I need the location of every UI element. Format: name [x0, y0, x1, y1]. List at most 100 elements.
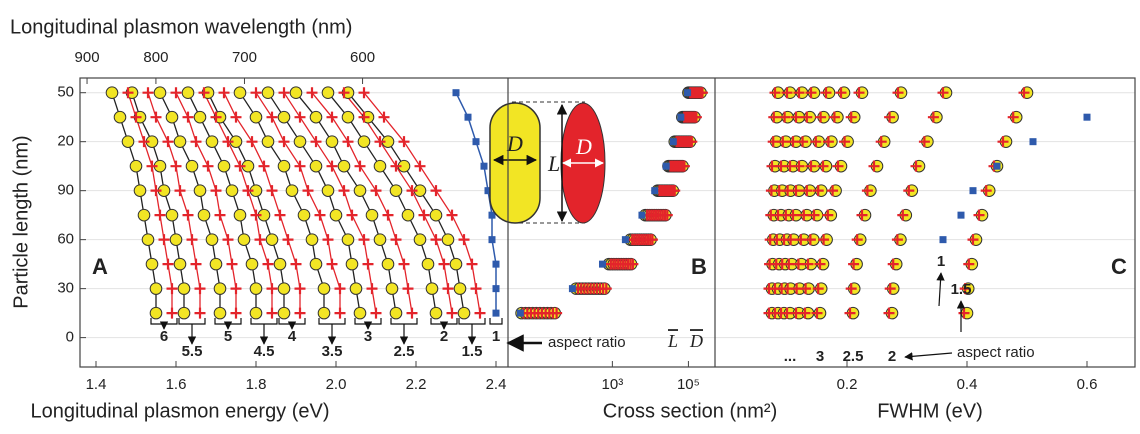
square-marker: [969, 187, 977, 195]
square-marker: [492, 309, 500, 317]
square-marker: [677, 113, 685, 121]
cross-marker: [370, 307, 382, 319]
cross-marker: [458, 234, 470, 246]
cross-marker: [302, 185, 314, 197]
x-tick-label: 0.2: [837, 376, 858, 393]
cross-marker: [696, 87, 708, 99]
ratio-label: 2: [888, 348, 896, 365]
cross-marker: [783, 258, 795, 270]
x-tick-label: 2.2: [406, 376, 427, 393]
y-tick-label: 60: [57, 231, 74, 248]
circle-marker: [173, 135, 187, 148]
circle-marker: [169, 233, 183, 246]
cross-marker: [182, 209, 194, 221]
circle-marker: [261, 86, 275, 99]
circle-marker: [373, 233, 387, 246]
x-tick-label: 1.6: [166, 376, 187, 393]
cross-marker: [162, 258, 174, 270]
square-marker: [472, 138, 480, 146]
cross-marker: [958, 307, 970, 319]
circle-marker: [457, 306, 471, 320]
inset: D L D: [489, 101, 606, 224]
cross-marker: [294, 111, 306, 123]
cross-marker: [150, 111, 162, 123]
cross-marker: [967, 234, 979, 246]
square-marker: [638, 211, 646, 219]
circle-marker: [449, 257, 463, 271]
x-tick-label: 10⁵: [677, 376, 700, 393]
cross-marker: [801, 111, 813, 123]
circle-marker: [173, 257, 187, 271]
circle-marker: [321, 86, 335, 99]
corner-label: D: [689, 331, 703, 351]
x-axis-title: FWHM (eV): [877, 400, 983, 422]
cross-marker: [250, 209, 262, 221]
cross-marker: [170, 160, 182, 172]
ratio-label: 4: [288, 328, 297, 345]
x2-tick-label: 700: [232, 49, 257, 66]
circle-marker: [341, 233, 355, 246]
circle-marker: [353, 306, 367, 320]
cross-marker: [814, 258, 826, 270]
square-marker: [568, 285, 576, 293]
cross-marker: [470, 283, 482, 295]
square-marker: [669, 138, 677, 146]
cross-marker: [230, 307, 242, 319]
cross-marker: [861, 185, 873, 197]
cross-marker: [182, 111, 194, 123]
circle-marker: [261, 135, 275, 148]
ratio-label: 1.5: [951, 281, 972, 298]
square-marker: [957, 211, 965, 219]
cross-marker: [818, 234, 830, 246]
cross-marker: [282, 234, 294, 246]
cross-marker: [853, 87, 865, 99]
circle-marker: [277, 282, 291, 295]
cross-marker: [828, 111, 840, 123]
cross-marker: [661, 209, 673, 221]
circle-marker: [165, 110, 179, 124]
cross-marker: [466, 258, 478, 270]
x2-tick-label: 800: [143, 49, 168, 66]
cross-marker: [798, 209, 810, 221]
marks-layer: [105, 86, 1091, 320]
circle-marker: [205, 135, 219, 148]
circle-series-line: [111, 92, 157, 314]
square-marker: [492, 285, 500, 293]
square-marker: [480, 162, 488, 170]
bracket: [489, 318, 503, 325]
ratio-label: 1: [937, 253, 945, 270]
cross-marker: [792, 258, 804, 270]
circle-series-line: [327, 92, 437, 314]
cross-marker: [222, 136, 234, 148]
cross-marker: [266, 111, 278, 123]
cross-marker: [306, 87, 318, 99]
cross-marker: [937, 87, 949, 99]
cross-marker: [266, 307, 278, 319]
x-tick-label: 1.4: [86, 376, 107, 393]
cross-marker: [226, 258, 238, 270]
cross-marker: [322, 234, 334, 246]
cross-marker: [785, 234, 797, 246]
cross-marker: [800, 283, 812, 295]
cross-series-line: [127, 92, 173, 314]
cross-marker: [194, 283, 206, 295]
cross-marker: [848, 258, 860, 270]
cross-marker: [790, 111, 802, 123]
cross-marker: [801, 185, 813, 197]
circle-marker: [373, 159, 387, 173]
circle-marker: [453, 282, 467, 295]
cross-marker: [835, 87, 847, 99]
circle-marker: [149, 306, 163, 320]
cross-series-line: [363, 92, 481, 314]
cross-marker: [627, 258, 639, 270]
cross-marker: [669, 185, 681, 197]
cross-marker: [342, 136, 354, 148]
circle-marker: [329, 208, 343, 222]
ratio-label: 3: [816, 348, 824, 365]
cross-marker: [822, 136, 834, 148]
cross-marker: [777, 136, 789, 148]
cross-marker: [927, 111, 939, 123]
cross-marker: [250, 87, 262, 99]
cross-marker: [326, 258, 338, 270]
cross-marker: [903, 185, 915, 197]
